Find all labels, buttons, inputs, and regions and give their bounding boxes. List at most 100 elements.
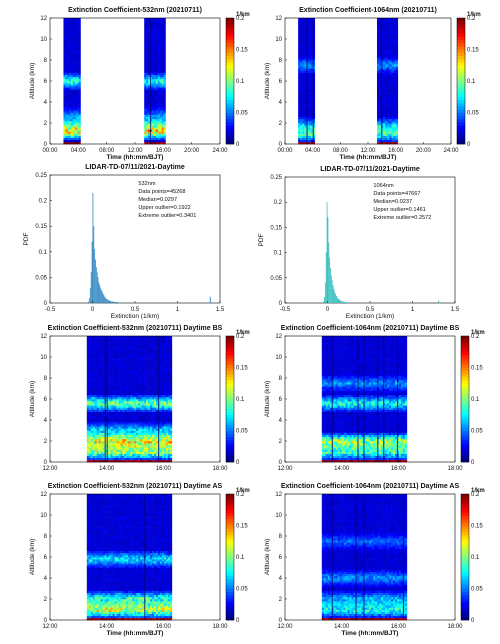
heat-cell: [132, 436, 135, 440]
heat-cell: [385, 36, 388, 40]
heat-cell: [140, 348, 143, 351]
heat-cell: [140, 373, 143, 377]
heat-cell: [110, 359, 113, 362]
heat-cell: [298, 18, 301, 21]
heat-cell: [304, 43, 307, 46]
heat-cell: [120, 449, 123, 452]
heat-cell: [393, 74, 396, 78]
heat-cell: [385, 28, 388, 31]
heat-cell: [96, 415, 99, 419]
heat-cell: [92, 457, 96, 461]
heat-cell: [108, 342, 111, 345]
heat-cell: [136, 459, 139, 463]
heat-cell: [92, 380, 96, 383]
heat-cell: [144, 64, 147, 67]
heat-cell: [304, 99, 307, 103]
heat-cell: [159, 104, 162, 107]
heat-cell: [304, 26, 307, 29]
colorbar-step: [457, 77, 465, 82]
heat-cell: [120, 405, 123, 408]
heat-cell: [383, 116, 386, 120]
heat-cell: [393, 39, 396, 42]
heat-cell: [71, 118, 74, 122]
heat-cell: [387, 60, 390, 63]
heat-cell: [136, 445, 139, 448]
y-tick-label: 4: [44, 100, 48, 106]
heat-cell: [100, 441, 103, 444]
heat-cell: [304, 60, 307, 63]
heat-cell: [146, 118, 149, 122]
heat-cell: [155, 104, 159, 107]
heat-cell: [155, 62, 159, 65]
heat-cell: [108, 352, 111, 356]
heat-cell: [146, 428, 149, 431]
heat-cell: [134, 430, 137, 433]
heat-cell: [136, 405, 139, 408]
heat-cell: [122, 426, 125, 429]
heat-cell: [98, 424, 101, 427]
heat-cell: [167, 380, 171, 383]
heat-cell: [153, 76, 157, 80]
heat-cell: [146, 131, 149, 134]
heat-cell: [126, 394, 129, 398]
heat-cell: [157, 95, 160, 99]
heat-cell: [148, 24, 151, 27]
heat-cell: [395, 76, 399, 80]
heat-cell: [67, 139, 70, 143]
heat-cell: [92, 422, 96, 425]
heat-cell: [134, 386, 137, 389]
heat-cell: [391, 95, 394, 99]
heat-cell: [108, 357, 111, 360]
heat-cell: [159, 22, 162, 25]
heat-cell: [167, 447, 171, 450]
heat-cell: [156, 415, 159, 419]
heat-cell: [88, 350, 92, 354]
heat-cell: [114, 342, 117, 345]
heat-cell: [63, 78, 66, 82]
heat-cell: [391, 72, 394, 75]
heat-cell: [124, 354, 127, 358]
heat-cell: [90, 344, 94, 347]
heat-cell: [110, 438, 113, 442]
heat-cell: [69, 74, 72, 78]
heat-cell: [146, 74, 149, 78]
heat-cell: [379, 18, 382, 21]
heat-cell: [144, 28, 147, 31]
heat-cell: [112, 392, 115, 396]
heat-cell: [72, 76, 76, 80]
heat-cell: [94, 436, 98, 440]
heat-cell: [391, 110, 394, 113]
heat-cell: [151, 123, 155, 126]
heat-cell: [379, 55, 382, 59]
heat-cell: [155, 133, 159, 136]
heat-cell: [112, 449, 115, 452]
heat-cell: [148, 424, 151, 427]
heat-cell: [120, 409, 123, 412]
heat-cell: [130, 441, 133, 444]
heat-cell: [102, 434, 105, 438]
heat-cell: [151, 51, 155, 54]
heat-cell: [136, 430, 139, 433]
heat-cell: [138, 382, 141, 385]
heat-cell: [383, 26, 386, 29]
heat-cell: [132, 424, 135, 427]
heat-cell: [148, 60, 151, 63]
heat-cell: [124, 386, 127, 389]
heat-cell: [387, 91, 390, 94]
heat-cell: [86, 420, 90, 423]
heat-cell: [128, 373, 131, 377]
heat-cell: [163, 62, 166, 65]
heat-cell: [88, 361, 92, 364]
heat-cell: [132, 365, 135, 368]
heat-cell: [161, 24, 164, 27]
heat-cell: [393, 87, 396, 90]
heat-cell: [148, 102, 151, 105]
heat-cell: [383, 36, 386, 40]
heat-cell: [92, 336, 96, 339]
heat-cell: [90, 338, 94, 341]
heat-cell: [159, 396, 163, 400]
heat-cell: [63, 133, 66, 136]
heat-cell: [100, 453, 103, 456]
heat-cell: [100, 342, 103, 345]
heat-cell: [86, 411, 90, 414]
